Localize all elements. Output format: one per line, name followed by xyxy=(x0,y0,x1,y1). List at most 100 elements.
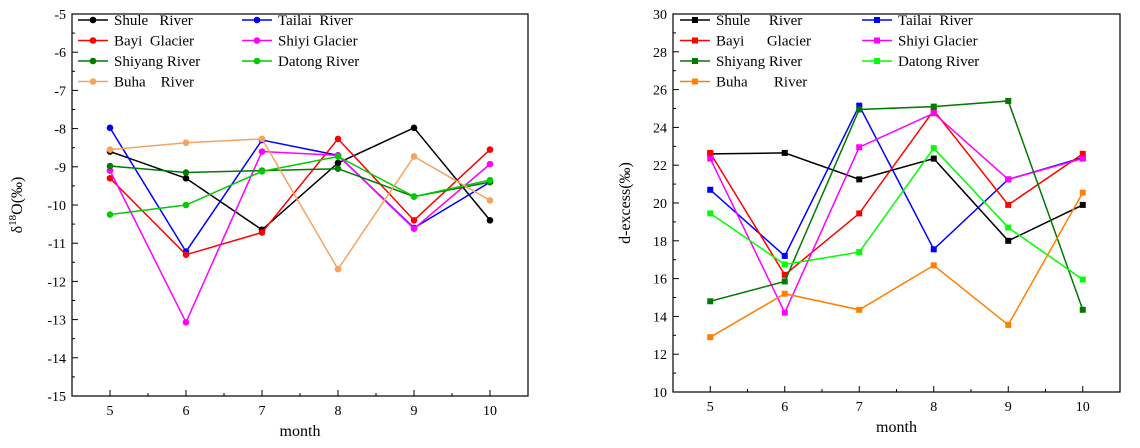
data-point xyxy=(856,249,863,256)
series-line xyxy=(710,100,1084,311)
y-tick-label: 22 xyxy=(653,159,667,174)
data-point xyxy=(856,176,863,183)
data-point xyxy=(856,102,863,109)
x-tick-label: 10 xyxy=(1076,400,1090,415)
data-point xyxy=(182,318,190,326)
legend-marker xyxy=(874,37,880,44)
series-line xyxy=(709,112,1083,315)
data-point xyxy=(707,186,714,193)
y-tick-label: 24 xyxy=(653,121,667,136)
data-point xyxy=(410,216,418,224)
y-tick-label: -5 xyxy=(54,8,66,23)
y-tick-label: 18 xyxy=(653,235,667,250)
data-point xyxy=(258,229,266,236)
y-tick-label: 10 xyxy=(653,386,667,401)
data-point xyxy=(1005,224,1012,231)
data-point xyxy=(1005,201,1012,208)
data-point xyxy=(856,144,863,151)
data-point xyxy=(930,262,937,269)
data-point xyxy=(707,334,714,341)
series-5 xyxy=(707,97,1086,313)
y-tick-label: -14 xyxy=(47,352,66,367)
y-tick-label: -10 xyxy=(47,199,66,214)
y-tick-label: 28 xyxy=(653,46,667,61)
series-2 xyxy=(707,102,1086,259)
legend-label: Buha River xyxy=(114,75,194,91)
legend-marker xyxy=(89,78,97,85)
series-6 xyxy=(707,145,1086,283)
x-tick-label: 9 xyxy=(1005,400,1012,415)
data-point xyxy=(334,265,342,273)
x-tick-label: 8 xyxy=(930,400,937,415)
legend: Shule River Tailai River Bayi Glacier Shiyi… xyxy=(680,13,979,91)
data-point xyxy=(486,146,494,153)
data-point xyxy=(258,135,266,143)
data-point xyxy=(410,153,418,160)
data-point xyxy=(1005,97,1012,104)
series-line xyxy=(109,150,491,325)
data-point xyxy=(781,309,788,316)
legend-label: Tailai River xyxy=(898,13,973,29)
data-point xyxy=(182,174,190,182)
data-point xyxy=(930,246,937,253)
y-tick-label: -11 xyxy=(48,237,66,252)
legend-marker xyxy=(253,16,261,24)
series-line xyxy=(109,138,491,271)
series-3 xyxy=(707,107,1086,278)
legend-marker xyxy=(692,37,698,44)
chart-panel-2: 10 12 14 16 18 20 22 24 26 28 30 5 6 7 8 9 10 month d-exce… xyxy=(617,8,1121,436)
data-point xyxy=(334,165,342,173)
data-point xyxy=(1005,237,1012,244)
series-line xyxy=(709,109,1084,276)
legend-label: Bayi Glacier xyxy=(716,34,811,50)
data-point xyxy=(930,155,937,162)
y-tick-label: 30 xyxy=(653,8,667,23)
y-tick-label: 16 xyxy=(653,273,667,288)
data-point xyxy=(1079,150,1086,157)
y-tick-label: -12 xyxy=(47,275,66,290)
data-point xyxy=(1079,201,1086,208)
data-point xyxy=(707,149,714,156)
y-axis-label: d-excess(‰) xyxy=(617,162,634,244)
x-tick-label: 8 xyxy=(335,404,342,419)
x-tick-label: 9 xyxy=(411,404,418,419)
legend-label: Shule River xyxy=(716,13,802,29)
data-point xyxy=(334,153,342,160)
series-line xyxy=(109,126,491,231)
y-tick-label: -6 xyxy=(54,46,66,61)
y-tick-label: 20 xyxy=(653,197,667,212)
data-point xyxy=(258,168,266,175)
legend-label: Bayi Glacier xyxy=(114,34,194,50)
series-7 xyxy=(707,189,1086,341)
data-point xyxy=(486,160,494,168)
data-point xyxy=(781,261,788,268)
data-point xyxy=(856,210,863,217)
data-point xyxy=(106,162,114,170)
data-point xyxy=(930,110,937,117)
series-1 xyxy=(707,149,1086,244)
data-point xyxy=(1005,176,1012,183)
data-point xyxy=(930,103,937,110)
legend-marker xyxy=(692,58,698,64)
data-point xyxy=(1005,321,1012,328)
legend-label: Datong River xyxy=(898,54,979,70)
series-line xyxy=(109,137,491,256)
data-point xyxy=(410,124,418,132)
legend-label: Shiyi Glacier xyxy=(898,34,978,50)
data-point xyxy=(486,197,494,204)
data-point xyxy=(106,211,114,218)
x-tick-label: 7 xyxy=(259,404,266,419)
series-6 xyxy=(106,153,494,218)
legend-marker xyxy=(874,17,880,23)
x-tick-label: 6 xyxy=(781,400,788,415)
data-point xyxy=(707,298,714,305)
x-tick-label: 6 xyxy=(183,404,190,419)
y-axis-label: δ18O(‰) xyxy=(7,177,26,234)
y-tick-label: -8 xyxy=(54,123,66,138)
data-point xyxy=(334,159,342,167)
legend-marker xyxy=(253,37,261,44)
y-tick-label: 12 xyxy=(653,348,667,363)
series-3 xyxy=(106,135,494,258)
legend-marker xyxy=(89,37,97,44)
